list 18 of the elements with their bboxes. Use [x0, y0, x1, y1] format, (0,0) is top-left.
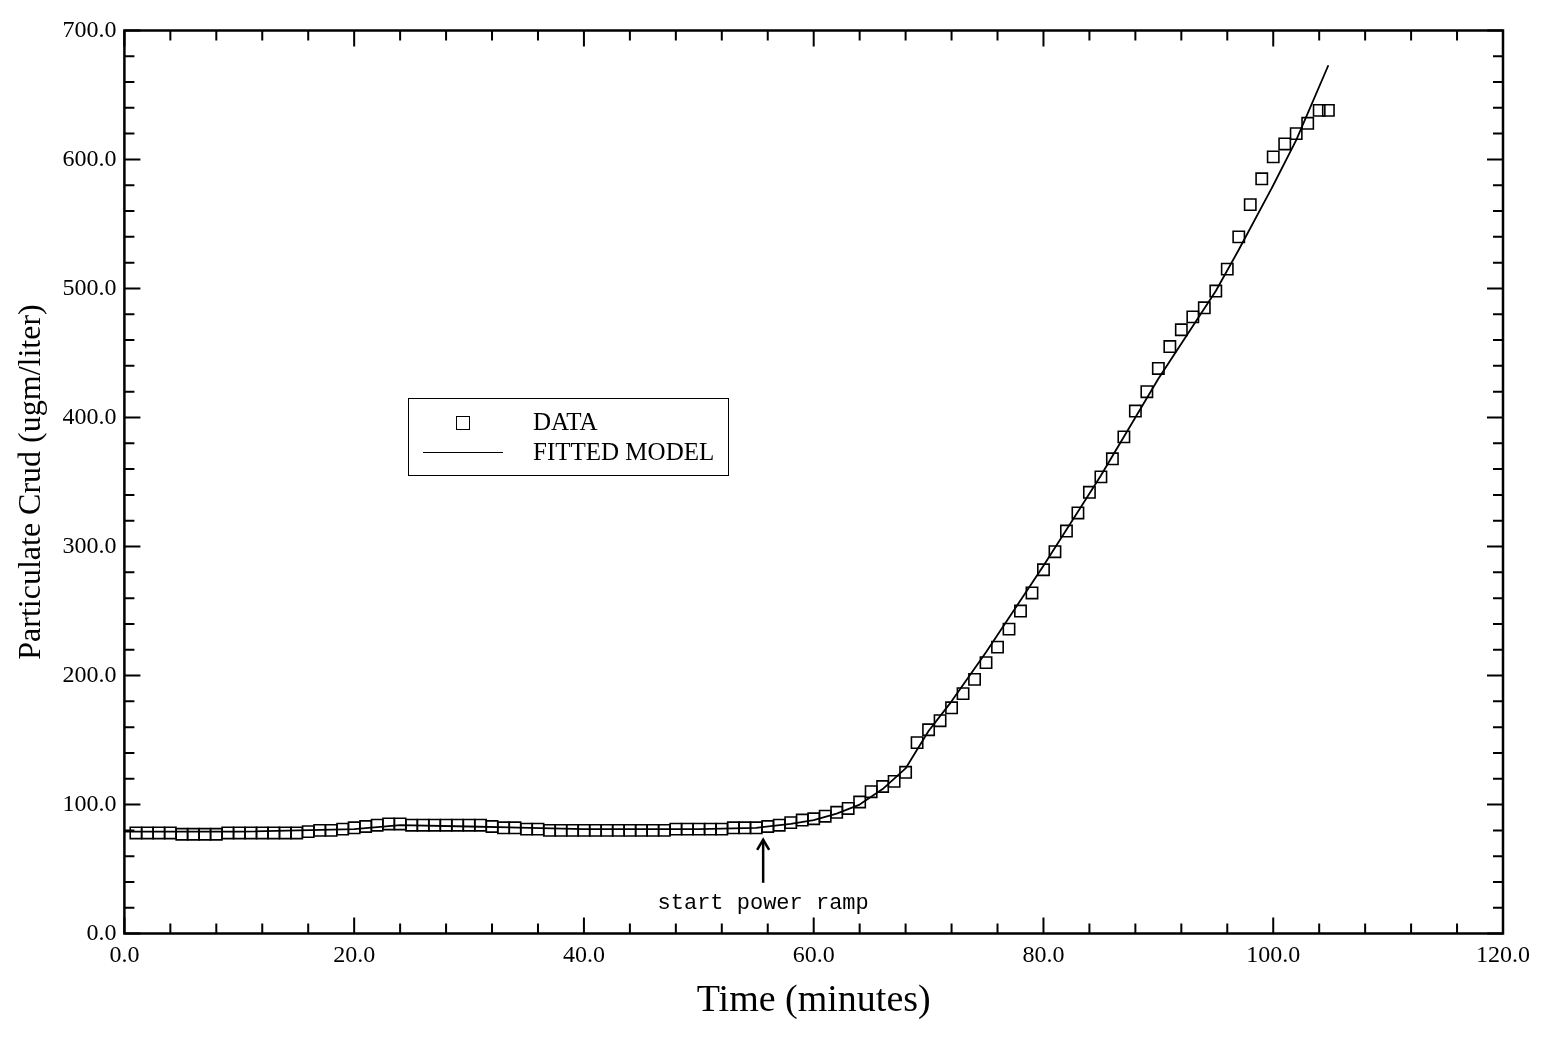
- x-tick-label: 20.0: [333, 941, 376, 968]
- x-axis-title: Time (minutes): [696, 977, 931, 1021]
- y-tick-label: 200.0: [62, 660, 117, 687]
- x-tick-label: 80.0: [1022, 941, 1065, 968]
- y-tick-label: 600.0: [62, 144, 117, 171]
- annotation: start power ramp: [657, 890, 869, 916]
- y-tick-label: 300.0: [62, 531, 117, 558]
- text: DATA: [533, 407, 598, 437]
- y-tick-label: 700.0: [62, 15, 117, 42]
- x-tick-label: 120.0: [1476, 941, 1530, 968]
- x-tick-label: 60.0: [792, 941, 835, 968]
- y-tick-label: 400.0: [62, 402, 117, 429]
- y-tick-label: 100.0: [62, 789, 117, 816]
- y-axis-title: Particulate Crud (ugm/liter): [10, 304, 47, 660]
- x-tick-label: 100.0: [1246, 941, 1301, 968]
- x-tick-label: 40.0: [562, 941, 605, 968]
- legend-label: FITTED MODEL: [533, 437, 715, 467]
- y-tick-label: 500.0: [62, 273, 117, 300]
